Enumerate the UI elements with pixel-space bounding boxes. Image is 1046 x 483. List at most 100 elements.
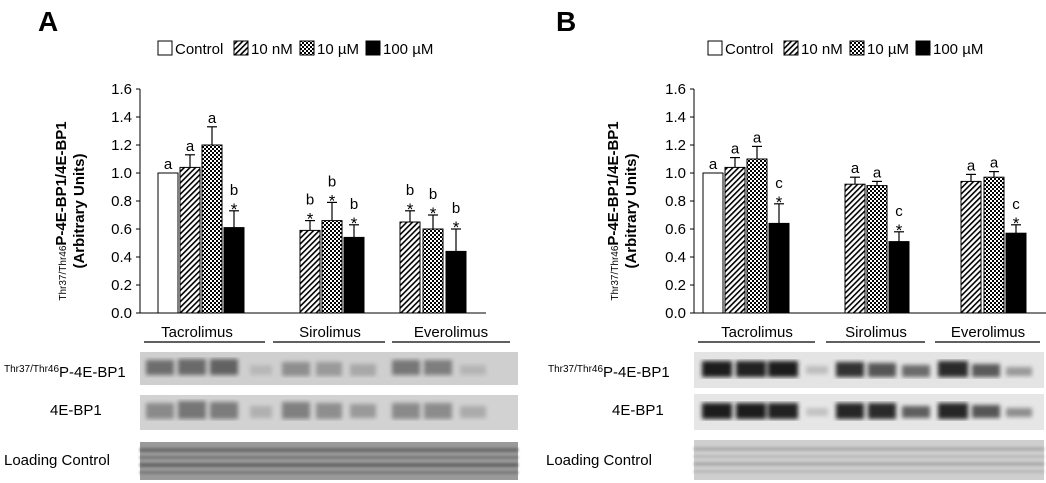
blot-label-pe: Thr37/Thr46P-4E-BP1 [548,364,670,381]
bar-letter-label: a [990,155,999,172]
group-label: Tacrolimus [161,324,233,341]
bar [746,158,768,314]
group-label: Everolimus [414,324,488,341]
significance-star: * [1013,214,1020,233]
blot-label-pe: Thr37/Thr46P-4E-BP1 [4,364,126,381]
bar-letter-label: a [753,129,762,146]
y-tick-label: 1.2 [665,137,686,154]
bar [223,227,245,314]
panel-a: Control 10 nM 10 µM 100 µM 0.0 0.2 0.4 0.6 0.8 1… [4,40,518,480]
blot-label-loading: Loading Control [546,452,652,469]
blots-a: Thr37/Thr46P-4E-BP1 4E-BP1 Loading Contr… [4,352,518,480]
bar [399,221,421,314]
blot-bands-loading [694,447,1044,473]
bar-letter-label: a [873,164,882,181]
blot-bands-pe [702,361,1032,377]
bar-letter-label: b [230,182,238,199]
legend-label: 100 µM [383,41,433,58]
blots-b: Thr37/Thr46P-4E-BP1 4E-BP1 Loading Contr… [546,352,1044,480]
bar [983,176,1005,314]
significance-star: * [329,191,336,210]
bar-letter-label: c [1012,196,1020,213]
y-tick-label: 1.2 [111,137,132,154]
group-label: Sirolimus [845,324,907,341]
blot-strip-loading [140,442,518,480]
legend-swatch [915,40,931,56]
legend-label: 10 nM [251,41,293,58]
bar-letter-label: a [208,110,217,127]
chart-b: 0.0 0.2 0.4 0.6 0.8 1.0 1.2 1.4 1.6 Thr37/Thr46P-… [605,81,1046,343]
bar [888,241,910,314]
legend-label: Control [175,41,223,58]
group-label: Everolimus [951,324,1025,341]
legend-label: 10 nM [801,41,843,58]
y-tick-label: 0.0 [665,305,686,322]
blot-bands-total [146,401,486,419]
group-label: Sirolimus [299,324,361,341]
blot-bands-loading [140,448,518,474]
y-tick-label: 0.2 [665,277,686,294]
chart-a: 0.0 0.2 0.4 0.6 0.8 1.0 1.2 1.4 1.6 Thr37/Thr46P-… [53,81,510,343]
y-tick-label: 1.0 [665,165,686,182]
y-tick-label: 1.4 [111,109,132,126]
bar-letter-label: b [406,182,414,199]
legend-swatch [299,40,315,56]
y-tick-label: 0.4 [111,249,132,266]
bar [422,228,444,314]
blot-label-total: 4E-BP1 [612,402,664,419]
y-tick-label: 1.6 [665,81,686,98]
y-tick-label: 0.4 [665,249,686,266]
significance-star: * [776,193,783,212]
y-tick-label: 1.6 [111,81,132,98]
bar-letter-label: a [186,138,195,155]
y-axis-units: (Arbitrary Units) [71,153,88,268]
bar-letter-label: a [709,156,718,173]
y-tick-label: 0.6 [665,221,686,238]
bar [343,236,365,314]
panel-label-a: A [38,6,58,37]
bar [299,229,321,314]
legend-label: 10 µM [317,41,359,58]
bar [844,183,866,314]
bar-letter-label: a [967,157,976,174]
blot-bands-total [702,403,1032,419]
bar [724,166,746,314]
y-tick-label: 0.8 [665,193,686,210]
blot-bands-pe [146,359,486,376]
bar [866,185,888,314]
bar-letter-label: b [452,200,460,217]
y-axis-label: Thr37/Thr46P-4E-BP1/4E-BP1 [53,121,70,300]
bar [702,172,724,314]
legend-swatch [233,40,249,56]
y-tick-label: 1.0 [111,165,132,182]
bar [201,144,223,314]
y-tick-label: 0.6 [111,221,132,238]
blot-strip-loading [694,440,1044,480]
significance-star: * [307,210,314,229]
bar-letter-label: a [851,160,860,177]
bar [1005,232,1027,314]
bar [445,250,467,314]
y-tick-label: 1.4 [665,109,686,126]
bar-letter-label: b [429,186,437,203]
significance-star: * [453,218,460,237]
legend-label: Control [725,41,773,58]
bar-letter-label: a [731,141,740,158]
panel-label-b: B [556,6,576,37]
legend-label: 100 µM [933,41,983,58]
legend-swatch [707,40,723,56]
group-label: Tacrolimus [721,324,793,341]
significance-star: * [231,200,238,219]
y-axis-units: (Arbitrary Units) [623,153,640,268]
legend-swatch [849,40,865,56]
bar-letter-label: b [306,192,314,209]
bar [157,172,179,314]
significance-star: * [896,221,903,240]
bar [960,180,982,314]
legend-b: Control 10 nM 10 µM 100 µM [707,40,983,58]
legend-swatch [365,40,381,56]
significance-star: * [351,214,358,233]
y-tick-label: 0.2 [111,277,132,294]
bar-letter-label: a [164,156,173,173]
